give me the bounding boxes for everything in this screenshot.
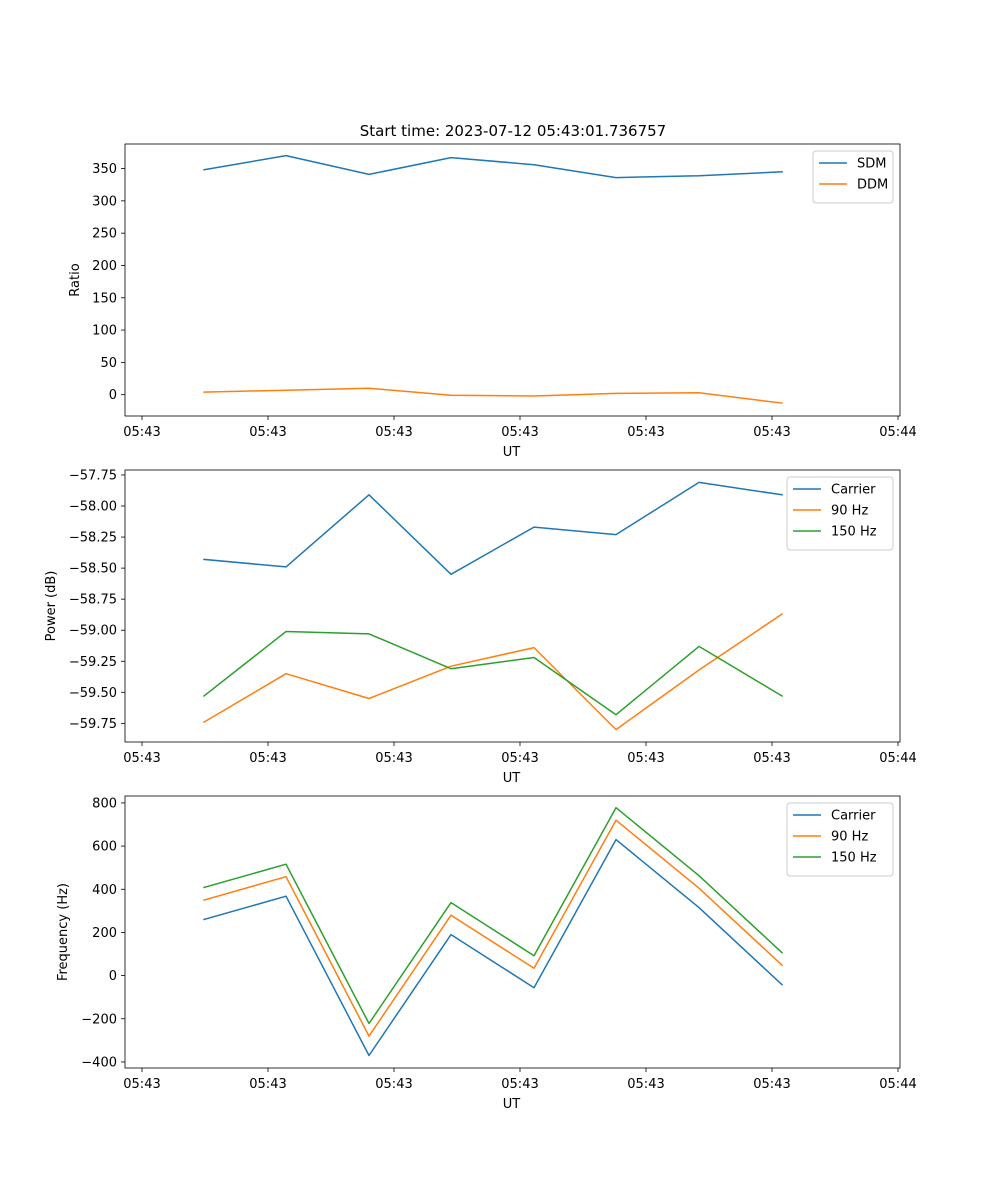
series-line-150-hz <box>202 630 784 716</box>
legend-label: Carrier <box>831 483 876 498</box>
y-tick-label: 50 <box>100 356 117 371</box>
series-line-sdm <box>203 154 783 179</box>
y-tick-label: −59.25 <box>69 655 117 670</box>
ratio-panel: 05:43 05:43 05:43 05:43 05:43 05:43 05:44 0 50 10… <box>68 143 917 460</box>
x-axis-label: UT <box>503 445 521 460</box>
y-tick-label: 100 <box>92 324 117 339</box>
power-panel: 05:43 05:43 05:43 05:43 05:43 05:43 05:44 −59.7… <box>44 468 917 786</box>
x-tick-label: 05:43 <box>627 751 664 766</box>
plot-frame <box>124 469 901 743</box>
x-tick-label: 05:43 <box>123 751 160 766</box>
series-line-90-hz <box>202 613 784 731</box>
x-tick-label: 05:43 <box>375 751 412 766</box>
y-axis-label: Ratio <box>68 263 83 296</box>
x-tick-label: 05:43 <box>123 1077 160 1092</box>
x-tick-label: 05:43 <box>501 1077 538 1092</box>
y-tick-label: 150 <box>92 291 117 306</box>
x-tick-label: 05:43 <box>249 751 286 766</box>
y-tick-label: −59.50 <box>69 686 117 701</box>
y-tick-label: −400 <box>81 1055 117 1070</box>
series-line-90-hz <box>203 819 784 1037</box>
y-tick-label: 800 <box>92 796 117 811</box>
frequency-panel: 05:43 05:43 05:43 05:43 05:43 05:43 05:44 −400 −… <box>56 795 917 1112</box>
y-tick-label: −57.75 <box>69 468 117 483</box>
x-tick-label: 05:43 <box>753 425 790 440</box>
x-tick-label: 05:43 <box>375 425 412 440</box>
y-tick-label: 600 <box>92 840 117 855</box>
x-tick-label: 05:43 <box>249 1077 286 1092</box>
legend-box <box>812 150 894 204</box>
legend-label: 150 Hz <box>831 851 877 866</box>
x-tick-label: 05:44 <box>879 1077 916 1092</box>
x-tick-label: 05:43 <box>249 425 286 440</box>
series-line-ddm <box>203 387 783 404</box>
x-axis-label: UT <box>503 1097 521 1112</box>
chart-title: Start time: 2023-07-12 05:43:01.736757 <box>360 122 666 140</box>
y-tick-label: 250 <box>92 227 117 242</box>
y-tick-label: 0 <box>109 969 117 984</box>
y-tick-label: 0 <box>109 388 117 403</box>
series-line-carrier <box>203 838 784 1057</box>
y-tick-label: −58.50 <box>69 562 117 577</box>
plot-frame <box>124 143 901 417</box>
y-axis-label: Power (dB) <box>44 571 59 642</box>
legend-label: 150 Hz <box>831 525 877 540</box>
legend-label: Carrier <box>831 809 876 824</box>
y-axis-label: Frequency (Hz) <box>56 883 71 981</box>
legend-label: 90 Hz <box>831 830 868 845</box>
x-tick-label: 05:43 <box>501 751 538 766</box>
legend-label: SDM <box>857 157 886 172</box>
y-tick-label: −59.75 <box>69 717 117 732</box>
x-axis-label: UT <box>503 771 521 786</box>
y-tick-label: −59.00 <box>69 624 117 639</box>
y-tick-label: 350 <box>92 162 117 177</box>
x-tick-label: 05:43 <box>753 1077 790 1092</box>
y-tick-label: −58.75 <box>69 593 117 608</box>
y-tick-label: 300 <box>92 194 117 209</box>
y-tick-label: 200 <box>92 926 117 941</box>
x-tick-label: 05:43 <box>627 1077 664 1092</box>
x-tick-label: 05:43 <box>753 751 790 766</box>
plot-frame <box>124 795 901 1069</box>
x-tick-label: 05:44 <box>879 425 916 440</box>
x-tick-label: 05:43 <box>627 425 664 440</box>
x-tick-label: 05:43 <box>501 425 538 440</box>
legend-label: DDM <box>857 178 888 193</box>
series-line-carrier <box>203 481 783 576</box>
y-tick-label: −58.25 <box>69 531 117 546</box>
x-tick-label: 05:43 <box>375 1077 412 1092</box>
series-line-150-hz <box>203 806 784 1025</box>
y-tick-label: 400 <box>92 883 117 898</box>
legend-label: 90 Hz <box>831 504 868 519</box>
x-tick-label: 05:44 <box>879 751 916 766</box>
y-tick-label: −200 <box>81 1012 117 1027</box>
y-tick-label: −58.00 <box>69 500 117 515</box>
y-tick-label: 200 <box>92 259 117 274</box>
x-tick-label: 05:43 <box>123 425 160 440</box>
